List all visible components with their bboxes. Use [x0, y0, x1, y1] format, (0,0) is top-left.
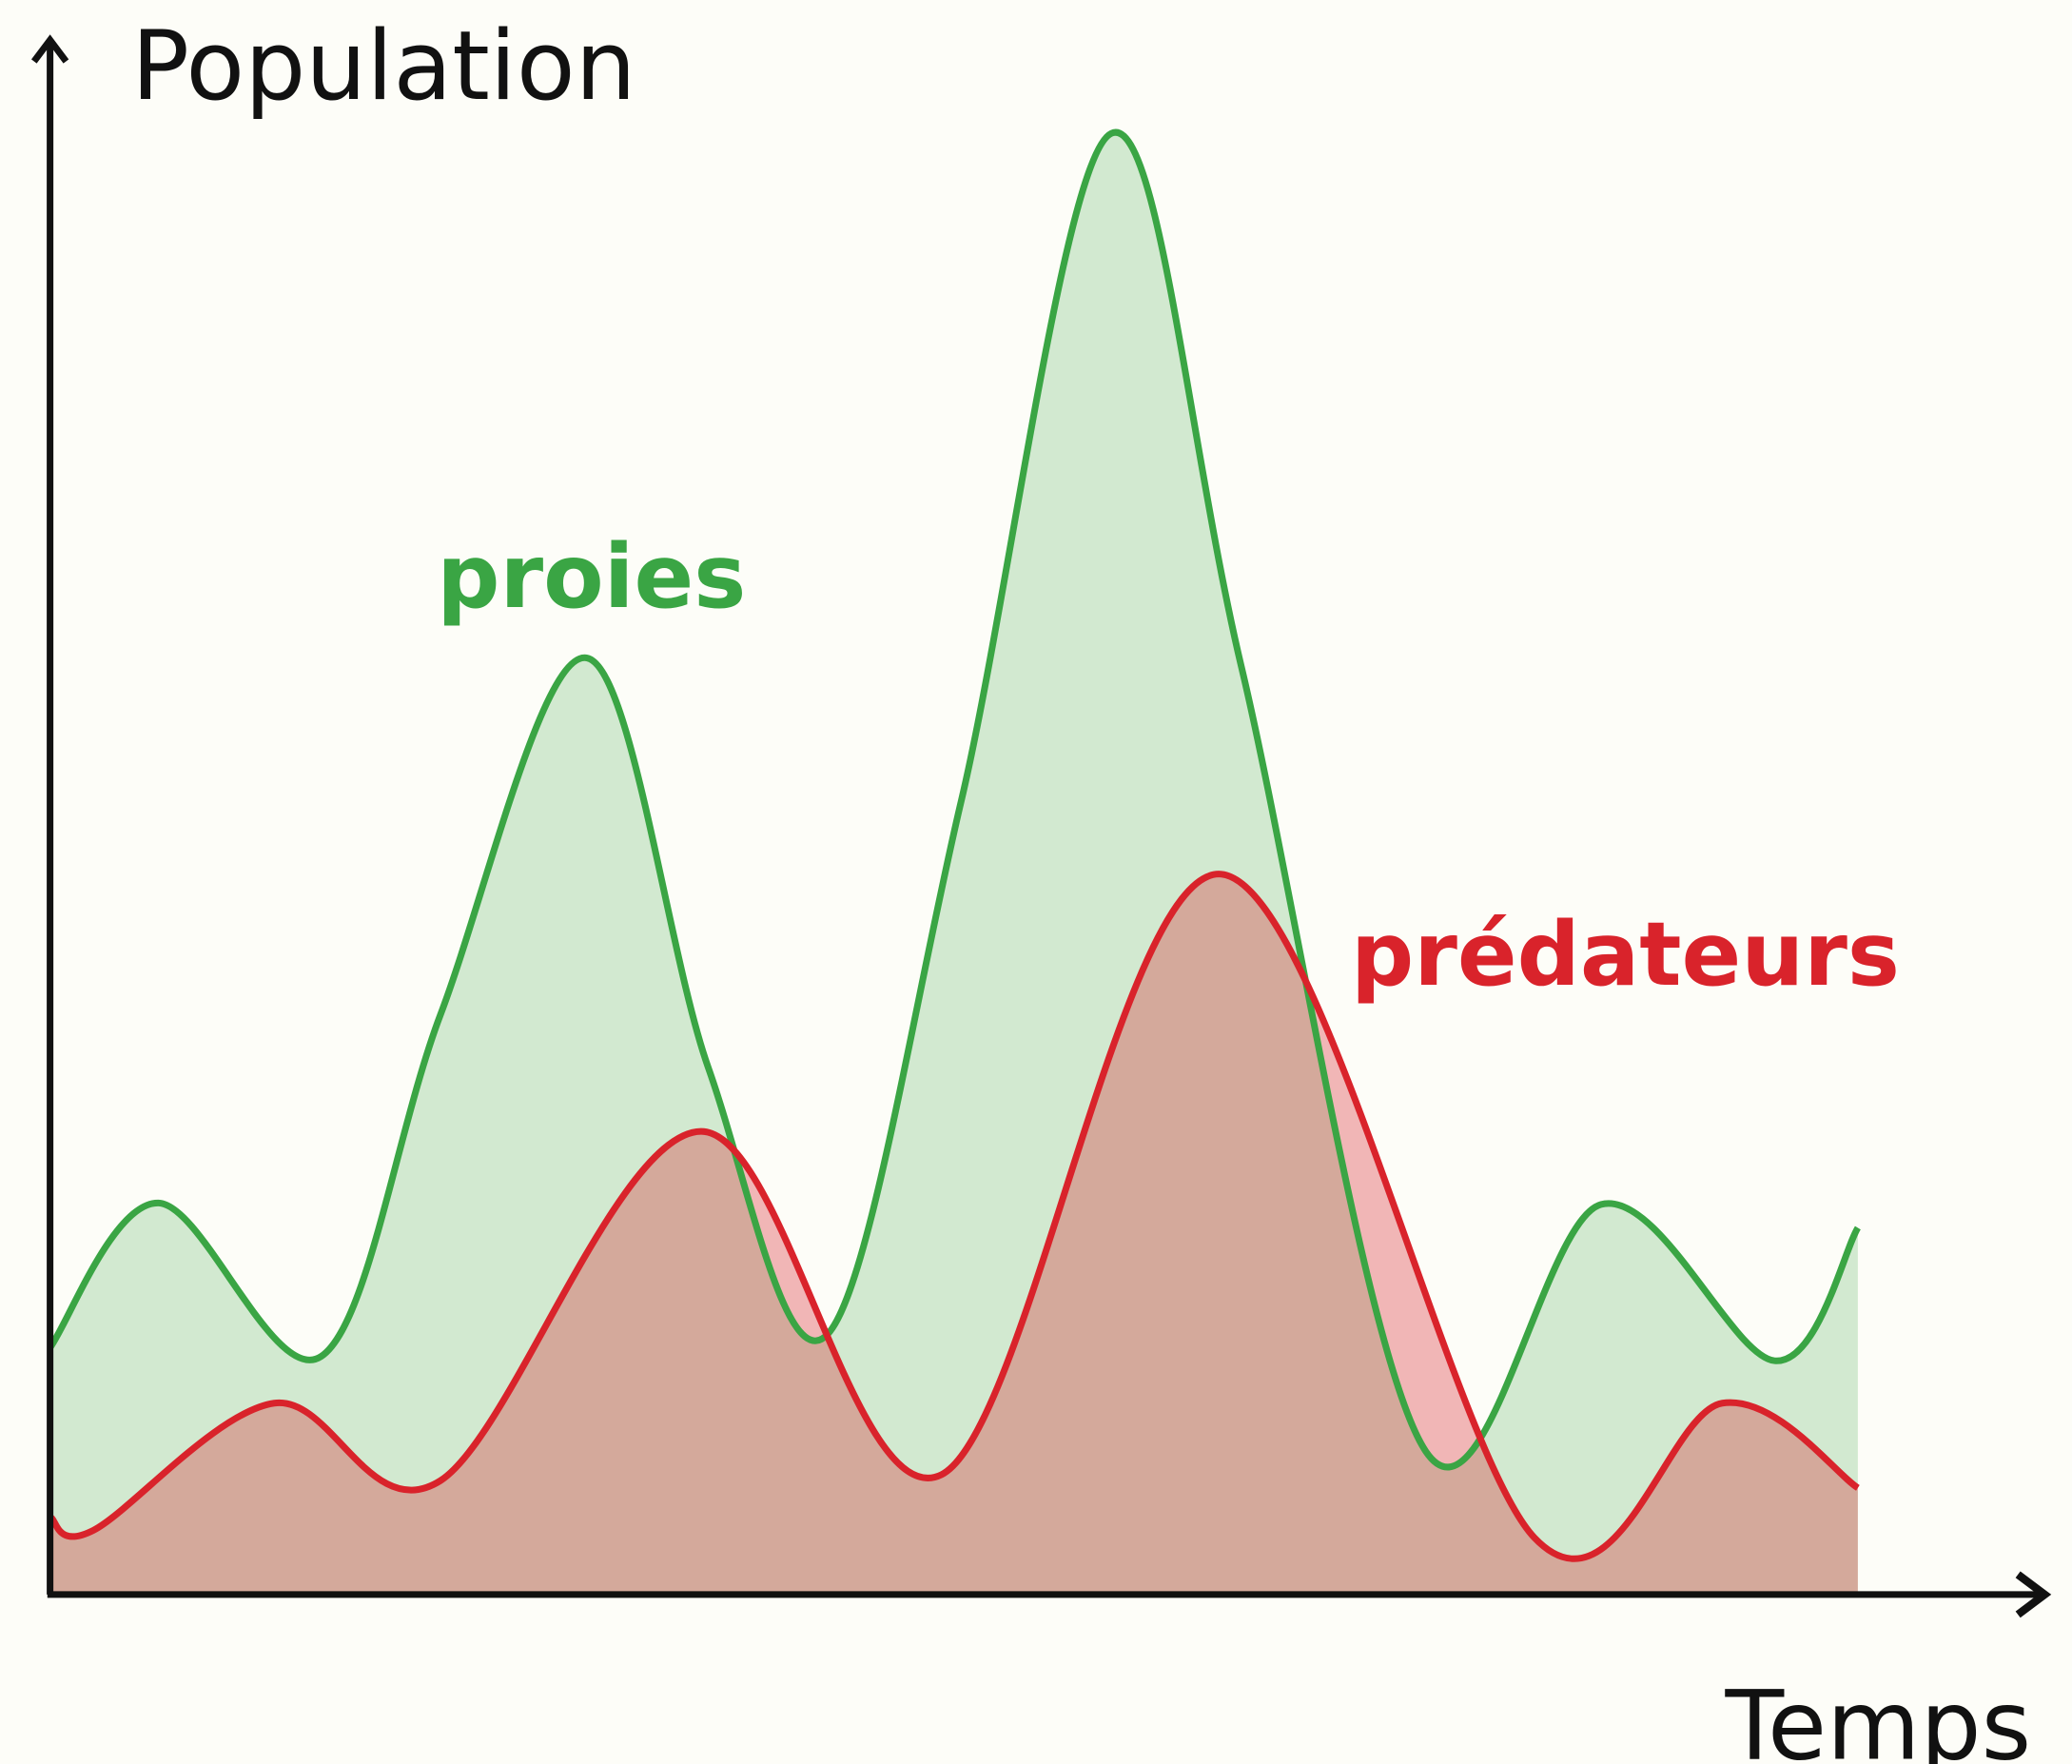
y-axis-label: Population — [131, 10, 635, 122]
series-label: proies — [437, 525, 746, 628]
x-axis-arrow — [2015, 1571, 2052, 1618]
series-line — [47, 128, 1861, 1471]
area-fill — [49, 132, 1858, 1595]
y-axis-arrow — [30, 34, 69, 64]
series-line — [48, 871, 1860, 1562]
plot-area — [47, 128, 1861, 1595]
x-axis-label: Temps — [1725, 1669, 2032, 1764]
series-label: prédateurs — [1351, 903, 1900, 1006]
